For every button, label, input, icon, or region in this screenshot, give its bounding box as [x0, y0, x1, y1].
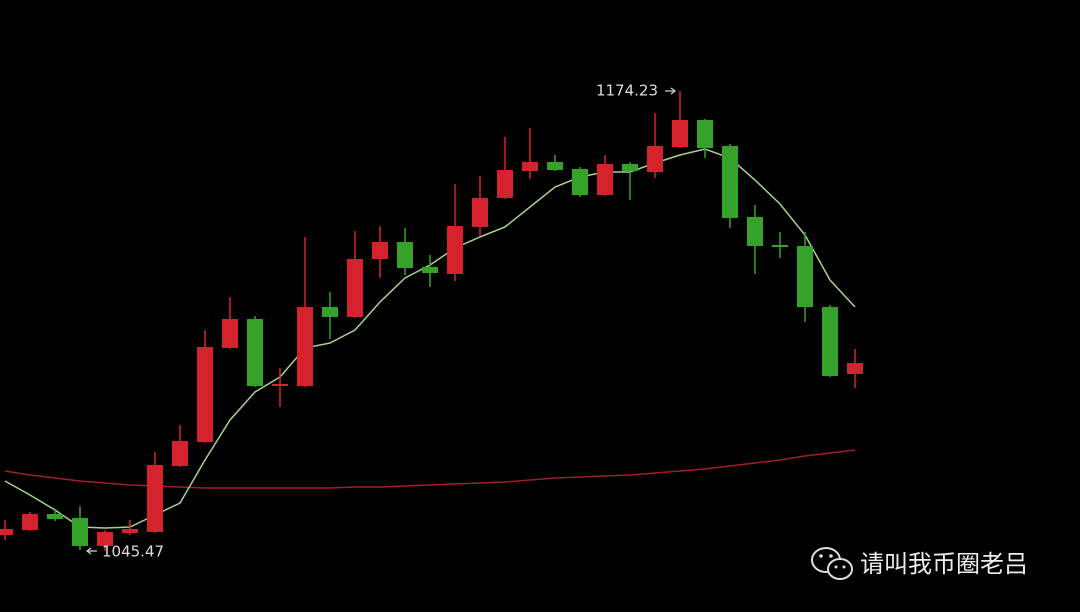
wechat-icon [811, 547, 853, 580]
candle-body [347, 259, 363, 317]
candle-body [747, 217, 763, 246]
candle-body [647, 146, 663, 172]
candle-body [697, 120, 713, 148]
moving-average-line [4, 449, 856, 489]
candle-body [497, 170, 513, 198]
candle-body [272, 384, 288, 386]
candle-body [822, 307, 838, 376]
candle-body [472, 198, 488, 227]
candle-body [547, 162, 563, 170]
high-label: 1174.23 [596, 82, 658, 100]
candle-body [672, 120, 688, 147]
low-arrow-head [85, 547, 92, 555]
candle-body [447, 226, 463, 274]
candle-body [397, 242, 413, 268]
low-label: 1045.47 [102, 543, 164, 561]
candle-body [122, 529, 138, 533]
candle-body [597, 164, 613, 195]
candle-body [422, 267, 438, 273]
candle-body [147, 465, 163, 532]
candle-body [22, 514, 38, 530]
watermark: 请叫我币圈老吕 [860, 550, 1028, 578]
candle-body [247, 319, 263, 386]
candle-body [522, 162, 538, 171]
candle-body [0, 529, 13, 535]
candle-body [572, 169, 588, 195]
candle-body [97, 532, 113, 546]
candle-body [222, 319, 238, 348]
high-arrow-head [670, 87, 677, 95]
candle-body [772, 245, 788, 247]
candle-body [197, 347, 213, 442]
candle-body [47, 514, 63, 519]
candle-body [172, 441, 188, 466]
candle-body [372, 242, 388, 259]
candle-body [72, 518, 88, 546]
candle-body [297, 307, 313, 386]
candle-body [322, 307, 338, 317]
candle-body [847, 363, 863, 374]
candle-body [622, 164, 638, 171]
candle-body [797, 246, 813, 307]
candle-body [722, 146, 738, 218]
